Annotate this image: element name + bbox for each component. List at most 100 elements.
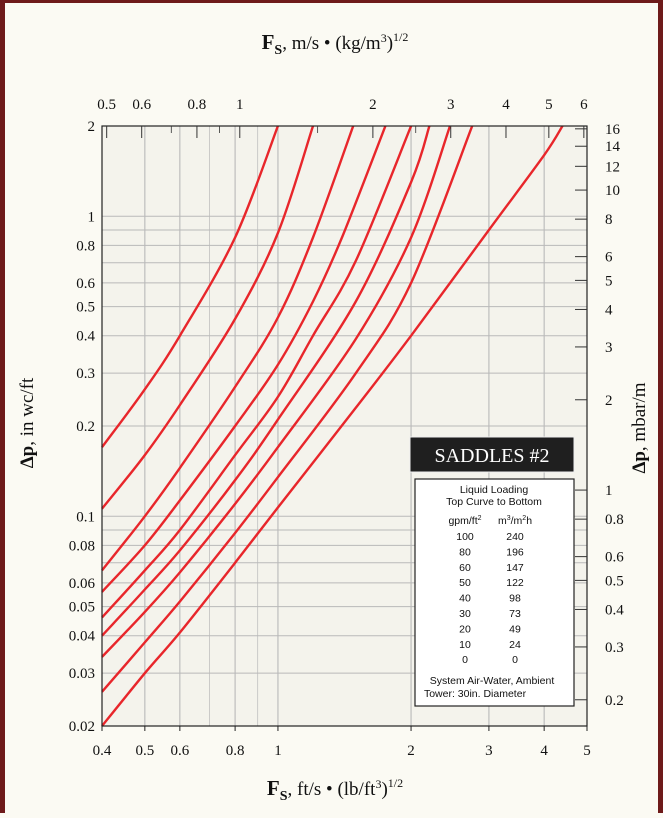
top-tick-label: 5 [545,97,553,113]
y-tick-label: 0.05 [69,600,95,616]
y-tick-label: 0.3 [76,366,95,382]
legend-m3-value: 98 [509,593,521,605]
curve-8 [101,125,474,693]
legend-m3-value: 24 [509,639,521,651]
legend-m3-value: 122 [506,577,524,589]
left-tick-labels: 0.02 0.03 0.04 0.05 0.06 0.08 0.1 0.2 0.3 0.4 0.5 0… [69,119,96,735]
legend-gpm-value: 100 [456,531,474,543]
top-axis-close: ) [387,33,393,54]
y-tick-label: 1 [88,209,96,225]
legend-title: SADDLES #2 [434,445,549,467]
right-tick-label: 0.6 [605,550,624,566]
y-tick-label: 2 [88,119,96,135]
right-tick-label: 0.3 [605,640,624,656]
curve-2 [101,125,315,510]
right-tick-label: 8 [605,212,613,228]
legend-col1-header-sup: 2 [478,515,482,522]
right-tick-label: 0.4 [605,602,624,618]
right-tick-label: 0.2 [605,693,624,709]
top-tick-label: 0.8 [188,97,207,113]
left-axis-symbol: Δp [17,446,38,468]
legend-m3-value: 147 [506,562,524,574]
legend-gpm-value: 60 [459,562,471,574]
legend-col2-header-sup2: 2 [522,515,526,522]
left-axis-units: , in wc/ft [17,377,38,446]
legend-gpm-value: 30 [459,608,471,620]
left-axis-title: Δp, in wc/ft [17,377,38,468]
legend-col1-header-text: gpm/ft [448,515,477,527]
x-tick-label: 5 [583,743,591,759]
legend-gpm-value: 50 [459,577,471,589]
top-tick-label: 3 [447,97,455,113]
x-tick-label: 2 [407,743,415,759]
bottom-tick-labels: 0.4 0.5 0.6 0.8 1 2 3 4 5 [93,726,591,759]
x-tick-label: 0.4 [93,743,112,759]
bottom-axis-title: FS, ft/s • (lb/ft3)1/2 [267,776,403,804]
top-axis-title: FS, m/s • (kg/m3)1/2 [262,30,409,58]
curve-4 [101,125,387,593]
top-axis-sub: S [274,43,282,58]
right-axis-title: Δp, mbar/m [629,382,650,473]
x-tick-label: 1 [274,743,282,759]
pressure-drop-chart: 0.4 0.5 0.6 0.8 1 2 3 4 5 0.020.030.040.050.060.… [17,30,650,804]
right-tick-label: 0.5 [605,573,624,589]
legend-gpm-value: 20 [459,623,471,635]
bottom-axis-symbol: F [267,776,280,800]
plot-border [101,125,588,727]
right-tick-label: 5 [605,273,613,289]
top-tick-label: 6 [580,97,588,113]
right-tick-label: 0.8 [605,512,624,528]
bottom-axis-sub: S [280,789,288,804]
y-tick-label: 0.04 [69,629,96,645]
curve-6 [101,125,431,637]
x-tick-label: 0.8 [226,743,245,759]
legend-gpm-value: 10 [459,639,471,651]
bottom-axis-power: 1/2 [388,776,403,790]
legend-m3-value: 73 [509,608,521,620]
x-tick-label: 0.6 [170,743,189,759]
legend-title-bg [409,436,575,473]
bottom-axis-units: , ft/s • (lb/ft [288,779,377,800]
y-tick-label: 0.6 [76,276,95,292]
curve-1 [101,125,280,448]
right-axis-symbol: Δp [629,451,650,473]
bottom-axis-close: ) [381,779,387,800]
legend-box [414,478,575,707]
legend-gpm-value: 0 [462,654,468,666]
x-tick-label: 0.5 [135,743,154,759]
top-tick-labels: 0.5 0.6 0.8 1 2 3 4 5 6 [97,97,588,138]
right-tick-label: 1 [605,483,613,499]
legend-gpm-value: 80 [459,546,471,558]
legend-m3-value: 196 [506,546,524,558]
right-tick-label: 16 [605,122,621,138]
y-tick-label: 0.08 [69,538,95,554]
y-tick-label: 0.1 [76,509,95,525]
legend-col2-header-end: h [526,515,532,527]
curve-5 [101,125,413,619]
legend-col2-header-sup1: 3 [507,515,511,522]
right-tick-label: 10 [605,183,620,199]
right-tick-label: 12 [605,159,620,175]
y-tick-label: 0.8 [76,238,95,254]
legend-col2-header-mid: /m [511,515,523,527]
right-axis-units: , mbar/m [629,382,650,451]
top-tick-label: 0.6 [132,97,151,113]
y-tick-label: 0.03 [69,666,95,682]
curve-3 [101,125,355,572]
top-tick-label: 0.5 [97,97,116,113]
right-tick-label: 3 [605,340,613,356]
y-tick-label: 0.2 [76,419,95,435]
y-tick-label: 0.5 [76,300,95,316]
top-tick-label: 1 [236,97,244,113]
top-tick-label: 4 [502,97,510,113]
legend-col1-header: gpm/ft2 [448,515,481,527]
legend: SADDLES #2 Liquid Loading Top Curve to B… [409,436,575,707]
legend-footer2: Tower: 30in. Diameter [424,688,527,700]
y-tick-label: 0.4 [76,329,95,345]
legend-col2-header-m: m [498,515,507,527]
right-tick-label: 14 [605,139,621,155]
bottom-axis-sup3: 3 [375,777,381,791]
top-tick-label: 2 [369,97,377,113]
